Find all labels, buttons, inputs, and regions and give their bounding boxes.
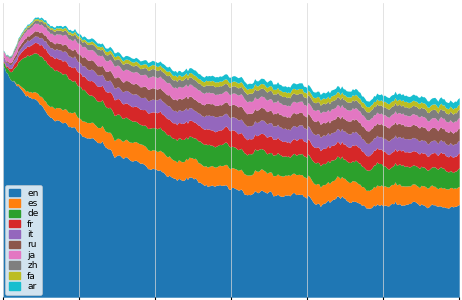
- Legend: en, es, de, fr, it, ru, ja, zh, fa, ar: en, es, de, fr, it, ru, ja, zh, fa, ar: [6, 185, 42, 295]
